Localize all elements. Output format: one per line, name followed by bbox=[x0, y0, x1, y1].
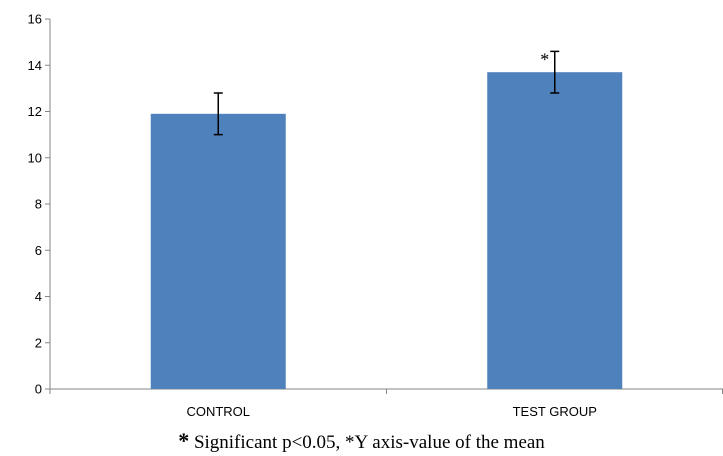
x-category-label: CONTROL bbox=[186, 404, 250, 419]
caption-text: Significant p<0.05, *Y axis-value of the… bbox=[189, 432, 545, 453]
significance-asterisk: * bbox=[540, 49, 549, 69]
y-tick-label: 4 bbox=[35, 289, 42, 304]
bars bbox=[150, 72, 623, 389]
error-bars bbox=[213, 50, 560, 136]
annotations: * bbox=[540, 49, 549, 69]
y-tick-label: 2 bbox=[35, 335, 42, 350]
y-tick-label: 10 bbox=[28, 150, 42, 165]
chart-caption: * Significant p<0.05, *Y axis-value of t… bbox=[0, 428, 723, 454]
y-tick-label: 0 bbox=[35, 382, 42, 397]
y-tick-label: 12 bbox=[28, 104, 42, 119]
y-tick-label: 6 bbox=[35, 243, 42, 258]
x-axis: CONTROL TEST GROUP bbox=[49, 388, 723, 419]
y-tick-label: 16 bbox=[28, 12, 42, 27]
y-tick-label: 14 bbox=[28, 58, 42, 73]
y-tick-label: 8 bbox=[35, 197, 42, 212]
caption-star: * bbox=[178, 428, 190, 453]
x-category-label: TEST GROUP bbox=[513, 404, 597, 419]
bar-test-group bbox=[487, 72, 623, 389]
y-axis: 0 2 4 6 8 10 12 14 16 bbox=[28, 12, 51, 397]
bar-control bbox=[150, 113, 286, 389]
